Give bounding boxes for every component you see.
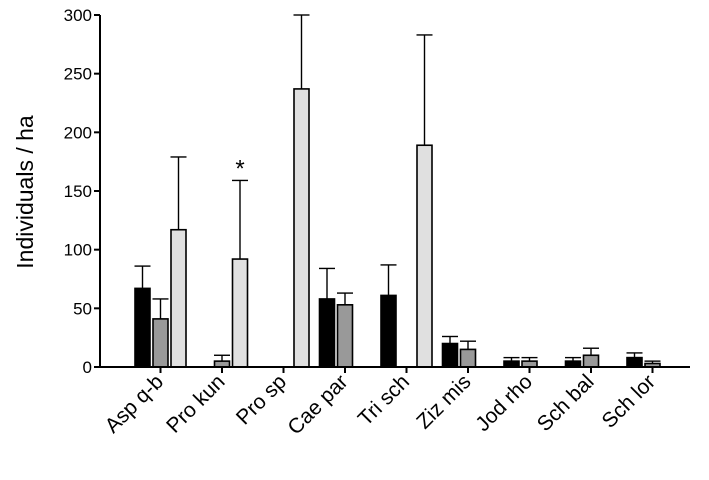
- y-axis-label: Individuals / ha: [12, 115, 38, 269]
- y-tick-label: 250: [64, 65, 92, 84]
- y-tick-label: 150: [64, 182, 92, 201]
- significance-marker: *: [235, 155, 244, 182]
- x-tick-label: Sch bal: [533, 370, 599, 436]
- x-tick-label: Cae par: [283, 370, 352, 439]
- y-tick-label: 200: [64, 123, 92, 142]
- x-tick-label: Asp q-b: [101, 370, 168, 437]
- bar: [459, 348, 477, 368]
- y-tick-label: 100: [64, 241, 92, 260]
- bar: [626, 356, 643, 368]
- bar: [134, 287, 151, 368]
- bar: [318, 298, 336, 368]
- bar: [170, 228, 187, 368]
- x-tick-label: Pro kun: [162, 370, 229, 437]
- y-tick-label: 50: [73, 299, 92, 318]
- y-tick-label: 300: [64, 6, 92, 25]
- bar: [582, 354, 600, 368]
- bar: [336, 304, 354, 368]
- bar: [152, 318, 169, 368]
- x-tick-label: Sch lor: [598, 370, 660, 432]
- x-tick-label: Ziz mis: [412, 370, 475, 433]
- bar: [231, 258, 249, 368]
- bar: [293, 88, 310, 368]
- bar: [441, 342, 459, 368]
- bar: [380, 294, 397, 368]
- x-tick-label: Tri sch: [354, 370, 414, 430]
- y-tick-label: 0: [83, 358, 92, 377]
- x-tick-label: Jod rho: [471, 370, 537, 436]
- bar: [416, 144, 433, 368]
- x-tick-label: Pro sp: [232, 370, 291, 429]
